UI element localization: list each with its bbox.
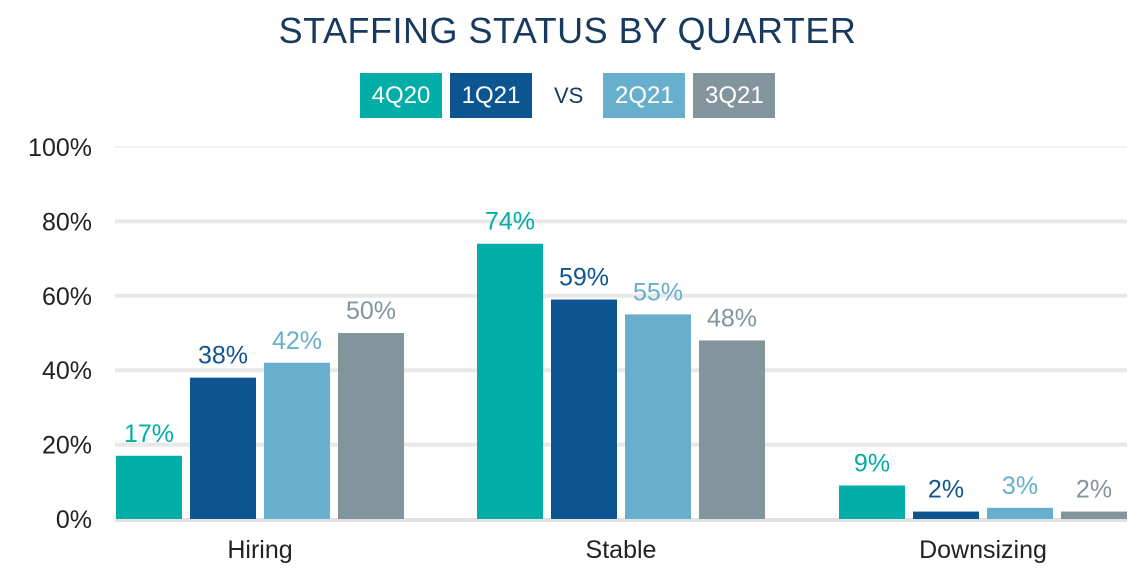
y-tick-label: 80% — [42, 208, 92, 236]
bar — [477, 243, 543, 519]
bar — [264, 362, 330, 519]
legend-item-4q20: 4Q20 — [360, 73, 442, 118]
chart-title: STAFFING STATUS BY QUARTER — [278, 10, 857, 51]
bar — [839, 485, 905, 519]
legend-item-2q21: 2Q21 — [603, 73, 686, 118]
data-label: 2% — [928, 476, 964, 504]
data-label: 17% — [124, 420, 174, 448]
legend-item-3q21: 3Q21 — [693, 73, 776, 118]
bar — [987, 507, 1053, 519]
bar — [116, 455, 182, 519]
legend-vs-text: VS — [554, 82, 584, 108]
data-label: 3% — [1002, 472, 1038, 500]
y-tick-label: 60% — [42, 283, 92, 311]
legend-item-1q21: 1Q21 — [450, 73, 532, 118]
bar — [913, 511, 979, 519]
data-label: 50% — [346, 297, 396, 325]
legend: 4Q20 1Q21 VS 2Q21 3Q21 — [360, 73, 783, 118]
data-label: 48% — [707, 304, 757, 332]
data-label: 59% — [559, 264, 609, 292]
y-tick-label: 0% — [56, 506, 92, 534]
legend-label: 3Q21 — [705, 81, 764, 109]
bar — [625, 314, 691, 519]
bar — [338, 333, 404, 519]
data-label: 38% — [198, 342, 248, 370]
legend-label: 2Q21 — [615, 81, 674, 109]
bar — [190, 377, 256, 519]
data-label: 74% — [485, 208, 535, 236]
x-tick-label: Hiring — [227, 536, 292, 564]
bar — [551, 299, 617, 519]
data-label: 42% — [272, 327, 322, 355]
y-tick-label: 40% — [42, 357, 92, 385]
bar — [1061, 511, 1127, 519]
x-tick-label: Downsizing — [919, 536, 1047, 564]
data-label: 55% — [633, 278, 683, 306]
y-tick-label: 100% — [28, 134, 92, 162]
x-tick-label: Stable — [586, 536, 657, 564]
data-label: 9% — [854, 450, 890, 478]
y-tick-label: 20% — [42, 432, 92, 460]
data-label: 2% — [1076, 476, 1112, 504]
legend-label: 4Q20 — [371, 81, 431, 109]
legend-label: 1Q21 — [461, 81, 521, 109]
bar — [699, 340, 765, 519]
